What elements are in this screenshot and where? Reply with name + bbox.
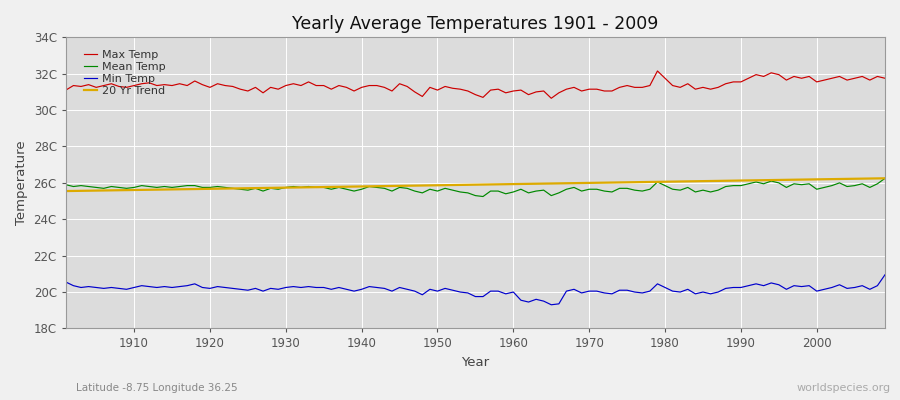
Max Temp: [508, 89, 518, 94]
20 Yr Trend: [599, 180, 610, 185]
Max Temp: [879, 76, 890, 81]
Min Temp: [607, 292, 617, 296]
Min Temp: [500, 292, 511, 296]
Mean Temp: [508, 190, 518, 194]
20 Yr Trend: [879, 176, 890, 181]
20 Yr Trend: [122, 188, 132, 192]
Mean Temp: [122, 186, 132, 191]
X-axis label: Year: Year: [462, 356, 490, 369]
Mean Temp: [334, 185, 345, 190]
Mean Temp: [288, 184, 299, 189]
Min Temp: [60, 280, 71, 284]
Mean Temp: [607, 190, 617, 194]
Mean Temp: [60, 182, 71, 187]
Min Temp: [879, 272, 890, 277]
Y-axis label: Temperature: Temperature: [15, 140, 28, 225]
Max Temp: [60, 88, 71, 92]
20 Yr Trend: [288, 185, 299, 190]
20 Yr Trend: [60, 189, 71, 194]
Max Temp: [652, 68, 663, 73]
Max Temp: [288, 81, 299, 86]
Min Temp: [288, 284, 299, 289]
20 Yr Trend: [508, 182, 518, 186]
Title: Yearly Average Temperatures 1901 - 2009: Yearly Average Temperatures 1901 - 2009: [292, 15, 659, 33]
Mean Temp: [478, 194, 489, 199]
Line: Max Temp: Max Temp: [66, 71, 885, 98]
Min Temp: [122, 287, 132, 292]
Line: Mean Temp: Mean Temp: [66, 178, 885, 196]
Line: Min Temp: Min Temp: [66, 275, 885, 305]
Mean Temp: [879, 176, 890, 181]
20 Yr Trend: [500, 182, 511, 187]
Legend: Max Temp, Mean Temp, Min Temp, 20 Yr Trend: Max Temp, Mean Temp, Min Temp, 20 Yr Tre…: [79, 46, 170, 100]
Max Temp: [334, 83, 345, 88]
Min Temp: [508, 290, 518, 294]
Max Temp: [500, 90, 511, 95]
Line: 20 Yr Trend: 20 Yr Trend: [66, 178, 885, 191]
Max Temp: [546, 96, 557, 101]
Min Temp: [546, 302, 557, 307]
Mean Temp: [516, 187, 526, 192]
Text: Latitude -8.75 Longitude 36.25: Latitude -8.75 Longitude 36.25: [76, 383, 238, 393]
Max Temp: [122, 85, 132, 90]
20 Yr Trend: [334, 184, 345, 189]
Max Temp: [607, 89, 617, 94]
Text: worldspecies.org: worldspecies.org: [796, 383, 891, 393]
Min Temp: [334, 285, 345, 290]
